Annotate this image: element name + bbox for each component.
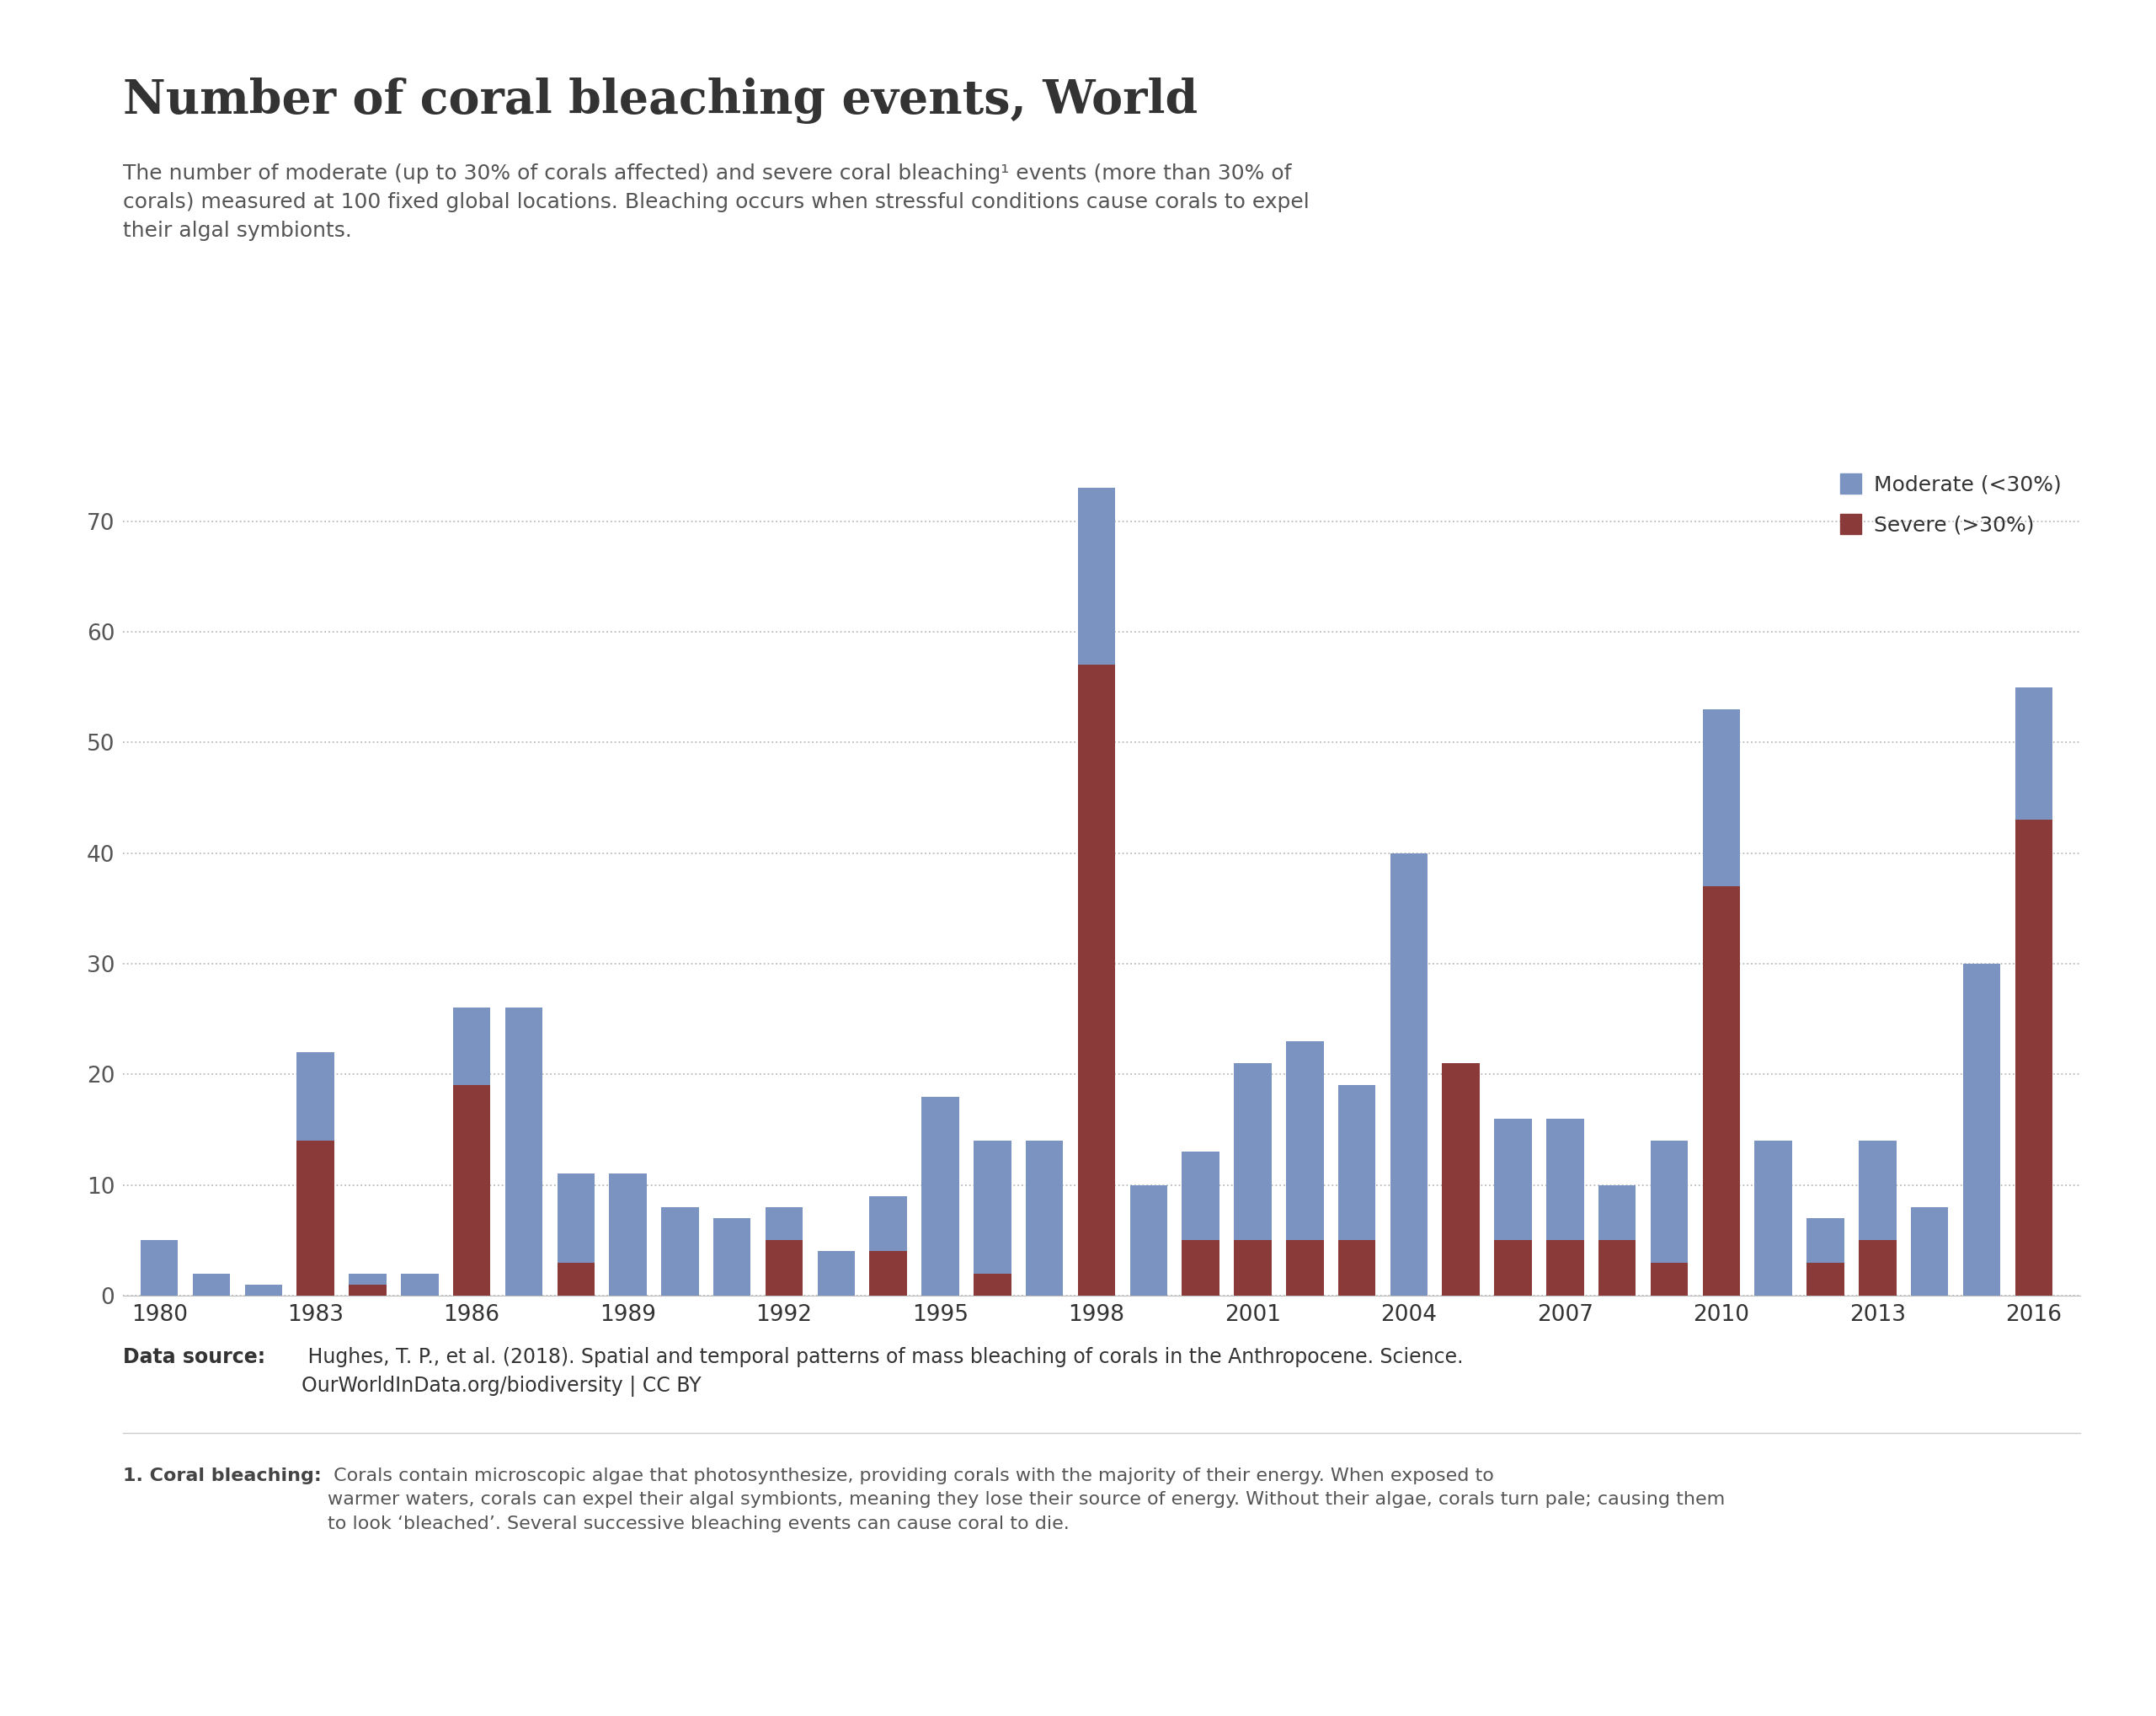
Bar xyxy=(140,1241,179,1296)
Bar xyxy=(817,1251,856,1296)
Bar xyxy=(2016,820,2053,1296)
Bar xyxy=(1598,1241,1636,1296)
Bar xyxy=(401,1273,438,1296)
Bar xyxy=(714,1218,750,1296)
Text: Number of coral bleaching events, World: Number of coral bleaching events, World xyxy=(123,77,1197,124)
Bar xyxy=(298,1141,334,1296)
Bar xyxy=(869,1196,908,1251)
Bar xyxy=(1910,1206,1949,1296)
Bar xyxy=(1755,1141,1792,1296)
Bar xyxy=(1962,964,2001,1296)
Bar xyxy=(975,1141,1011,1273)
Bar xyxy=(1598,1186,1636,1241)
Bar xyxy=(1858,1141,1897,1241)
Bar xyxy=(2016,686,2053,820)
Bar xyxy=(1546,1241,1585,1296)
Bar xyxy=(505,1007,543,1296)
Bar xyxy=(1858,1241,1897,1296)
Bar xyxy=(298,1052,334,1141)
Bar xyxy=(1181,1241,1220,1296)
Bar xyxy=(1391,853,1427,1296)
Bar xyxy=(453,1086,489,1296)
Bar xyxy=(1546,1119,1585,1241)
Bar xyxy=(921,1097,959,1296)
Bar xyxy=(1078,487,1115,666)
Bar xyxy=(1703,885,1740,1296)
Bar xyxy=(1494,1119,1531,1241)
Bar xyxy=(556,1174,595,1263)
Bar xyxy=(975,1273,1011,1296)
Text: The number of moderate (up to 30% of corals affected) and severe coral bleaching: The number of moderate (up to 30% of cor… xyxy=(123,163,1309,242)
Bar xyxy=(1339,1241,1376,1296)
Bar xyxy=(1807,1218,1843,1263)
Bar xyxy=(869,1251,908,1296)
Bar xyxy=(556,1263,595,1296)
Text: Data source:: Data source: xyxy=(123,1347,265,1368)
Text: 1. Coral bleaching:: 1. Coral bleaching: xyxy=(123,1467,321,1484)
Bar xyxy=(1233,1064,1272,1241)
Text: Hughes, T. P., et al. (2018). Spatial and temporal patterns of mass bleaching of: Hughes, T. P., et al. (2018). Spatial an… xyxy=(302,1347,1464,1397)
Bar xyxy=(453,1007,489,1086)
Bar xyxy=(1442,1064,1479,1296)
Bar xyxy=(1651,1263,1688,1296)
Bar xyxy=(246,1285,282,1296)
Bar xyxy=(349,1273,386,1285)
Bar xyxy=(765,1206,802,1241)
Bar xyxy=(1494,1241,1531,1296)
Legend: Moderate (<30%), Severe (>30%): Moderate (<30%), Severe (>30%) xyxy=(1833,465,2070,544)
Bar xyxy=(1703,709,1740,885)
Bar xyxy=(765,1241,802,1296)
Text: Our World
in Data: Our World in Data xyxy=(1934,77,2035,115)
Bar xyxy=(192,1273,231,1296)
Bar xyxy=(1026,1141,1063,1296)
Bar xyxy=(1078,666,1115,1296)
Bar xyxy=(662,1206,699,1296)
Bar xyxy=(349,1285,386,1296)
Bar xyxy=(1233,1241,1272,1296)
Bar xyxy=(1339,1086,1376,1241)
Bar xyxy=(1130,1186,1166,1296)
Bar xyxy=(1285,1042,1324,1241)
Bar xyxy=(1651,1141,1688,1263)
Bar xyxy=(1285,1241,1324,1296)
Bar xyxy=(1181,1151,1220,1241)
Bar xyxy=(610,1174,647,1296)
Text: Corals contain microscopic algae that photosynthesize, providing corals with the: Corals contain microscopic algae that ph… xyxy=(328,1467,1725,1532)
Bar xyxy=(1807,1263,1843,1296)
